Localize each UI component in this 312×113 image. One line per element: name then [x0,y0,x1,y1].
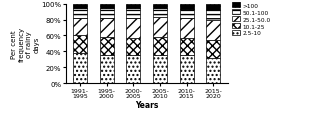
Bar [73,19,87,36]
Bar [126,9,140,19]
Bar [180,5,194,10]
Bar [73,5,87,9]
Bar [153,38,167,56]
Bar [153,9,167,18]
Bar [126,5,140,9]
Bar [73,9,87,19]
Bar [180,10,194,19]
Bar [73,36,87,54]
Bar [126,39,140,56]
Bar [207,41,220,58]
Bar [153,18,167,38]
Bar [207,21,220,41]
Bar [100,19,114,38]
Bar [73,54,87,84]
Bar [180,56,194,84]
Bar [207,5,220,11]
Bar [126,19,140,39]
Bar [100,5,114,9]
Bar [153,5,167,9]
Legend: >100, 50.1-100, 25.1-50.0, 10.1-25, 2.5-10: >100, 50.1-100, 25.1-50.0, 10.1-25, 2.5-… [232,4,271,36]
Bar [207,11,220,21]
Bar [100,9,114,19]
Y-axis label: Per cent
frequency
of rainy
days: Per cent frequency of rainy days [11,27,40,61]
Bar [207,58,220,84]
Bar [153,56,167,84]
X-axis label: Years: Years [135,100,158,109]
Bar [180,19,194,39]
Bar [180,39,194,56]
Bar [126,56,140,84]
Bar [100,38,114,56]
Bar [100,56,114,84]
